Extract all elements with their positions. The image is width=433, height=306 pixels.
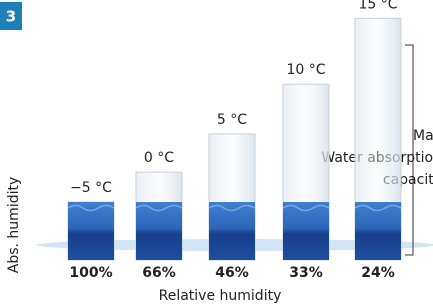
value-label: 24% [361, 265, 395, 281]
value-label: 33% [289, 265, 323, 281]
chart: 3 Abs. humidity Relative humidity MaxWat… [0, 0, 433, 306]
value-label: 66% [142, 265, 176, 281]
value-label: 100% [69, 265, 112, 281]
temperature-label: 15 °C [358, 0, 397, 12]
badge: 3 [6, 8, 16, 26]
temperature-label: 10 °C [286, 62, 325, 78]
value-label: 46% [215, 265, 249, 281]
annotation: Max [413, 128, 433, 144]
temperature-label: 0 °C [144, 150, 174, 166]
x-axis-label: Relative humidity [159, 288, 282, 304]
temperature-label: −5 °C [70, 180, 112, 196]
y-axis-label: Abs. humidity [6, 177, 22, 273]
temperature-label: 5 °C [217, 112, 247, 128]
